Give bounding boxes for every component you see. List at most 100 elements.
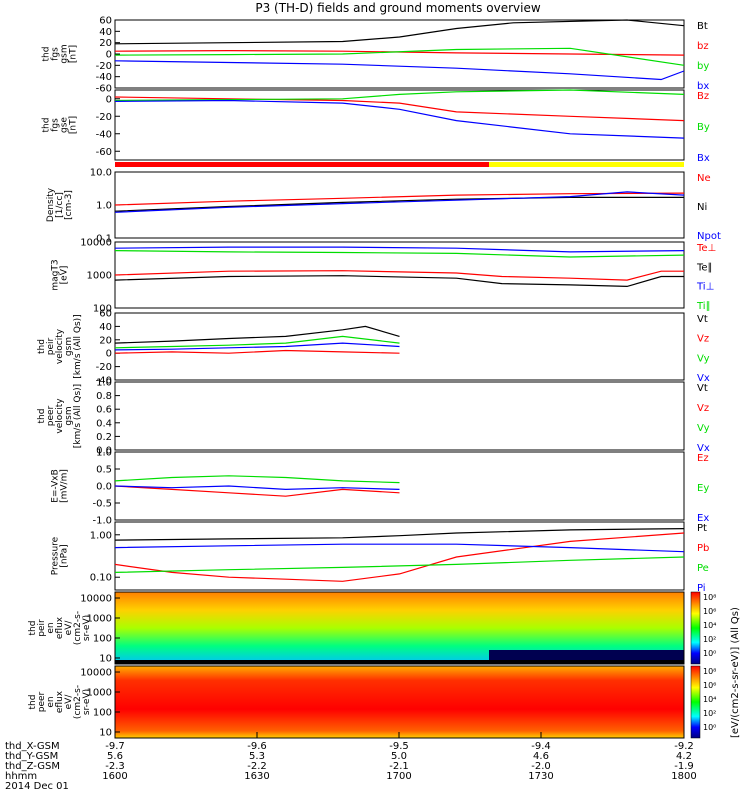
- series-line-efield-1: [114, 475, 400, 484]
- y-tick-label: -1.0: [92, 516, 112, 527]
- legend-entry-pressure: Pi: [697, 583, 706, 594]
- y-tick-label: -40: [96, 72, 112, 83]
- y-tick-label: 10.0: [90, 168, 112, 179]
- y-tick-label: 0.0: [96, 446, 112, 457]
- x-axis-value: -1.9: [674, 761, 694, 772]
- y-tick-label: 0.10: [90, 573, 112, 584]
- y-tick-label: 1000: [87, 271, 112, 282]
- x-axis-row-label: thd_X-GSM: [5, 741, 60, 752]
- legend-entry-peir_velocity: Vz: [697, 334, 709, 345]
- x-axis-value: -2.2: [247, 761, 267, 772]
- series-line-efield-2: [114, 485, 400, 491]
- y-tick-label: -60: [96, 84, 112, 95]
- legend-entry-peer_velocity: Vt: [697, 383, 708, 394]
- legend-entry-temperature: Te⊥: [696, 243, 716, 254]
- y-axis-label-line: Density: [46, 187, 56, 222]
- x-axis-value: 4.2: [676, 751, 692, 762]
- y-tick-label: 1.0: [96, 448, 112, 459]
- colorbar-tick-label: 10⁴: [703, 621, 716, 630]
- y-axis-label-line: (cm2-s-: [73, 685, 83, 719]
- y-tick-label: 10000: [80, 594, 112, 605]
- series-line-pressure-3: [114, 543, 685, 553]
- y-tick-label: 1000: [87, 614, 112, 625]
- x-axis-value: 5.3: [249, 751, 265, 762]
- legend-entry-peir_velocity: Vx: [697, 373, 710, 384]
- y-tick-label: 0: [106, 94, 112, 105]
- series-line-peir_velocity-2: [114, 335, 400, 349]
- y-axis-label-line: thd: [37, 339, 47, 354]
- x-axis-value: -9.2: [674, 741, 694, 752]
- series-line-temperature-0: [114, 270, 684, 281]
- y-tick-label: 0: [106, 349, 112, 360]
- y-axis-label-line: magT3: [51, 259, 61, 290]
- panel-density: 10.0 1.0 0.1 Density [1/cc] [cm-3] Ne Ni Npot: [46, 168, 721, 245]
- y-axis-label-line: peir: [37, 619, 47, 637]
- x-axis-value: 1730: [528, 771, 553, 782]
- y-tick-label: -60: [96, 147, 112, 158]
- panel-efield: 1.0 0.5 0.0 -0.5 -1.0 E=-VxB [mV/m] Ez Ey Ex: [51, 448, 710, 527]
- legend-entry-fgs_gsm: by: [697, 61, 709, 72]
- y-axis-label-line: velocity: [55, 328, 65, 364]
- x-axis-value: -2.0: [531, 761, 551, 772]
- y-tick-label: 20: [99, 38, 112, 49]
- y-tick-label: 100: [93, 707, 112, 718]
- y-axis-label-line: [km/s (All Qs)]: [73, 314, 83, 378]
- legend-entry-fgs_gse: By: [697, 122, 710, 133]
- y-axis-label-line: [1/cc]: [55, 192, 65, 218]
- colorbar-tick-label: 10²: [703, 709, 716, 718]
- colorbar-tick-label: 10⁰: [703, 649, 716, 658]
- colorbar: 10⁸ 10⁶ 10⁴ 10² 10⁰ 10⁸ 10⁶ 10⁴ 10² 10⁰ [eV/(cm2-…: [690, 591, 741, 739]
- y-tick-label: -40: [96, 129, 112, 140]
- y-axis-label-line: thd: [28, 621, 38, 636]
- legend-entry-fgs_gse: Bx: [697, 153, 710, 164]
- y-axis-label-line: thd: [37, 409, 47, 424]
- colorbar-tick-label: 10²: [703, 635, 716, 644]
- y-tick-label: 10: [99, 653, 112, 664]
- colorbar-lower: [690, 665, 701, 739]
- panel-peir_velocity: 60 40 20 0 -20 -40 thd peir velocity gsm [km/s (Al…: [37, 309, 710, 387]
- y-tick-label: 0: [106, 50, 112, 61]
- y-tick-label: 0.1: [96, 234, 112, 245]
- y-tick-label: -20: [96, 112, 112, 123]
- y-axis-label-line: gsm: [64, 406, 74, 425]
- panel-peer_velocity: 1.0 0.8 0.6 0.4 0.2 0.0 thd peer velocity gsm [km/…: [37, 378, 710, 457]
- y-tick-label: -40: [96, 376, 112, 387]
- mode-bar: [115, 162, 684, 167]
- panel-frame: [114, 312, 685, 381]
- y-axis-label-line: peir: [46, 337, 56, 355]
- y-axis-label-line: thd: [42, 118, 52, 133]
- series-line-density-1: [114, 196, 684, 212]
- series-line-temperature-2: [114, 246, 685, 253]
- panel-temperature: 10000 1000 100 magT3 [eV] Te⊥ Te∥ Ti⊥ Ti∥: [51, 238, 717, 315]
- legend-entry-peer_velocity: Vy: [697, 423, 710, 434]
- panel-frame: [114, 591, 685, 665]
- panel-fgs_gse: 0 -20 -40 -60 thd fgs gse [nT] Bz By Bx: [42, 89, 710, 164]
- series-line-pressure-1: [114, 532, 685, 582]
- y-axis-label-line: thd: [42, 47, 52, 62]
- x-axis-value: 1800: [671, 771, 696, 782]
- x-axis-value: -9.6: [247, 741, 267, 752]
- colorbar-tick-label: 10⁶: [703, 681, 716, 690]
- series-line-fgs_gsm-2: [114, 47, 685, 66]
- y-axis-label-line: fgs: [51, 47, 61, 61]
- colorbar-upper: [690, 591, 701, 665]
- y-axis-label-line: sr-eV): [82, 615, 92, 641]
- legend-entry-fgs_gse: Bz: [697, 91, 709, 102]
- y-tick-label: 0.2: [96, 432, 112, 443]
- x-axis-value: 1600: [102, 771, 127, 782]
- series-line-temperature-1: [114, 275, 684, 288]
- colorbar-tick-label: 10⁰: [703, 723, 716, 732]
- y-axis-label-line: gsm: [64, 337, 74, 356]
- series-line-efield-0: [114, 485, 400, 497]
- spectrogram-gap-band: [115, 660, 684, 664]
- x-axis-row-label: hhmm: [5, 771, 37, 782]
- panel-peir_eflux: 10000 1000 100 10 thd peir en eflux eV/(cm2-s-sr…: [28, 591, 685, 665]
- colorbar-label: [eV/(cm2-s-sr-eV)] (All Qs): [730, 607, 741, 738]
- y-axis-label-line: thd: [28, 695, 38, 710]
- colorbar-tick-label: 10⁶: [703, 607, 716, 616]
- y-axis-label-line: Pressure: [51, 536, 61, 575]
- x-axis-value: -9.7: [105, 741, 125, 752]
- series-line-fgs_gse-1: [114, 89, 685, 102]
- legend-entry-efield: Ey: [697, 483, 709, 494]
